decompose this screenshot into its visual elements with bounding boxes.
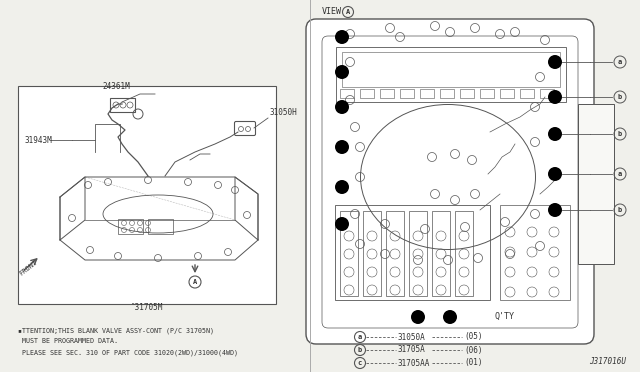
Bar <box>18 86 276 304</box>
Bar <box>340 89 354 98</box>
Bar <box>455 211 473 296</box>
Text: b: b <box>358 347 362 353</box>
Bar <box>500 89 514 98</box>
Circle shape <box>548 167 562 181</box>
Bar <box>432 211 450 296</box>
Text: b: b <box>618 131 622 137</box>
Circle shape <box>335 100 349 114</box>
Circle shape <box>335 180 349 194</box>
Bar <box>400 89 414 98</box>
Circle shape <box>548 127 562 141</box>
Bar <box>480 89 494 98</box>
Text: 31705AA: 31705AA <box>398 359 430 368</box>
Bar <box>580 211 590 229</box>
Bar <box>440 89 454 98</box>
Text: FRONT: FRONT <box>18 259 38 277</box>
Bar <box>340 211 358 296</box>
Text: J317016U: J317016U <box>589 357 626 366</box>
Text: ▪TTENTION;THIS BLANK VALVE ASSY-CONT (P/C 31705N): ▪TTENTION;THIS BLANK VALVE ASSY-CONT (P/… <box>18 327 214 334</box>
Circle shape <box>335 30 349 44</box>
Bar <box>420 89 434 98</box>
Text: 31050H: 31050H <box>270 108 298 117</box>
Bar <box>500 205 570 300</box>
Text: a: a <box>618 171 622 177</box>
Bar <box>363 211 381 296</box>
Bar <box>335 205 490 300</box>
Bar <box>520 89 534 98</box>
Bar <box>336 47 566 102</box>
Text: VIEW: VIEW <box>322 7 342 16</box>
Bar <box>460 89 474 98</box>
Text: Q'TY: Q'TY <box>495 312 515 321</box>
Bar <box>342 52 560 87</box>
Text: a: a <box>358 334 362 340</box>
Text: 31050A: 31050A <box>398 333 426 341</box>
Text: 31705A: 31705A <box>398 346 426 355</box>
Circle shape <box>411 310 425 324</box>
Circle shape <box>335 140 349 154</box>
Bar <box>118 219 143 234</box>
Bar <box>409 211 427 296</box>
Text: b: b <box>618 207 622 213</box>
Circle shape <box>335 217 349 231</box>
Text: 31943M: 31943M <box>24 135 52 144</box>
Text: (01): (01) <box>464 359 483 368</box>
Text: b: b <box>618 94 622 100</box>
Circle shape <box>548 90 562 104</box>
Bar <box>148 219 173 234</box>
Text: MUST BE PROGRAMMED DATA.: MUST BE PROGRAMMED DATA. <box>22 338 118 344</box>
Text: PLEASE SEE SEC. 310 OF PART CODE 31020(2WD)/31000(4WD): PLEASE SEE SEC. 310 OF PART CODE 31020(2… <box>22 349 238 356</box>
Text: A: A <box>346 9 350 15</box>
Text: 24361M: 24361M <box>102 82 130 91</box>
Bar <box>580 127 590 145</box>
Bar <box>580 239 590 257</box>
Text: c: c <box>358 360 362 366</box>
FancyBboxPatch shape <box>306 19 594 344</box>
Bar <box>110 98 135 112</box>
Circle shape <box>548 55 562 69</box>
Text: a: a <box>618 59 622 65</box>
Text: ‶31705M: ‶31705M <box>131 303 163 312</box>
Circle shape <box>443 310 457 324</box>
Circle shape <box>548 203 562 217</box>
Text: (06): (06) <box>464 346 483 355</box>
Bar <box>580 155 590 173</box>
Text: A: A <box>193 279 197 285</box>
Text: (05): (05) <box>464 333 483 341</box>
Bar <box>540 89 554 98</box>
Bar <box>386 211 404 296</box>
Bar <box>580 183 590 201</box>
Bar <box>578 104 614 264</box>
Bar <box>380 89 394 98</box>
Circle shape <box>335 65 349 79</box>
Bar <box>360 89 374 98</box>
